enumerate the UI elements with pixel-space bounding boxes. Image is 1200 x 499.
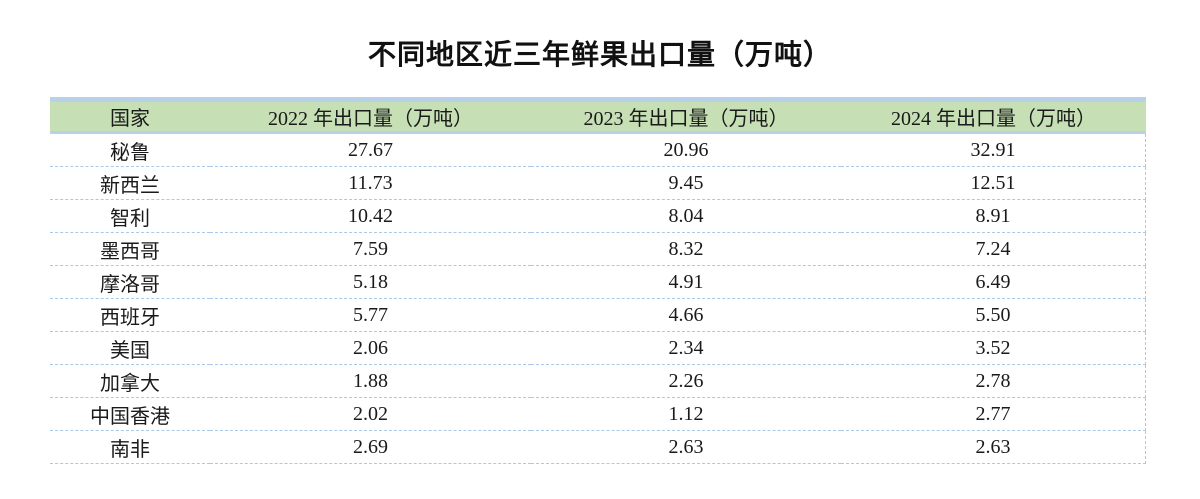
value-cell: 7.24 [841,233,1146,266]
country-cell: 新西兰 [50,167,210,200]
value-cell: 2.34 [531,332,841,365]
value-cell: 8.32 [531,233,841,266]
value-cell: 8.91 [841,200,1146,233]
header-row: 国家 2022 年出口量（万吨） 2023 年出口量（万吨） 2024 年出口量（万吨… [50,97,1146,134]
column-header: 2024 年出口量（万吨） [841,97,1146,134]
country-cell: 美国 [50,332,210,365]
value-cell: 1.88 [210,365,531,398]
table-row: 摩洛哥 5.18 4.91 6.49 [50,266,1146,299]
value-cell: 5.77 [210,299,531,332]
value-cell: 1.12 [531,398,841,431]
table-row: 中国香港 2.02 1.12 2.77 [50,398,1146,431]
column-header: 国家 [50,97,210,134]
value-cell: 2.63 [531,431,841,464]
export-table-container: 国家 2022 年出口量（万吨） 2023 年出口量（万吨） 2024 年出口量（万吨… [50,97,1146,464]
value-cell: 2.02 [210,398,531,431]
value-cell: 2.26 [531,365,841,398]
value-cell: 27.67 [210,134,531,167]
country-cell: 中国香港 [50,398,210,431]
table-row: 加拿大 1.88 2.26 2.78 [50,365,1146,398]
country-cell: 墨西哥 [50,233,210,266]
value-cell: 4.66 [531,299,841,332]
table-row: 西班牙 5.77 4.66 5.50 [50,299,1146,332]
table-row: 美国 2.06 2.34 3.52 [50,332,1146,365]
value-cell: 12.51 [841,167,1146,200]
column-header: 2023 年出口量（万吨） [531,97,841,134]
value-cell: 2.77 [841,398,1146,431]
table-row: 秘鲁 27.67 20.96 32.91 [50,134,1146,167]
table-row: 南非 2.69 2.63 2.63 [50,431,1146,464]
value-cell: 4.91 [531,266,841,299]
page-title: 不同地区近三年鲜果出口量（万吨） [367,40,832,71]
country-cell: 秘鲁 [50,134,210,167]
value-cell: 5.18 [210,266,531,299]
value-cell: 32.91 [841,134,1146,167]
column-header: 2022 年出口量（万吨） [210,97,531,134]
table-row: 新西兰 11.73 9.45 12.51 [50,167,1146,200]
value-cell: 3.52 [841,332,1146,365]
table-header: 国家 2022 年出口量（万吨） 2023 年出口量（万吨） 2024 年出口量（万吨… [50,97,1146,134]
country-cell: 西班牙 [50,299,210,332]
value-cell: 8.04 [531,200,841,233]
value-cell: 9.45 [531,167,841,200]
value-cell: 7.59 [210,233,531,266]
country-cell: 南非 [50,431,210,464]
table-row: 墨西哥 7.59 8.32 7.24 [50,233,1146,266]
value-cell: 20.96 [531,134,841,167]
value-cell: 2.06 [210,332,531,365]
value-cell: 2.63 [841,431,1146,464]
value-cell: 10.42 [210,200,531,233]
country-cell: 加拿大 [50,365,210,398]
value-cell: 2.69 [210,431,531,464]
table-body: 秘鲁 27.67 20.96 32.91 新西兰 11.73 9.45 12.51 智利 10.4… [50,134,1146,464]
export-volume-table: 国家 2022 年出口量（万吨） 2023 年出口量（万吨） 2024 年出口量（万吨… [50,97,1146,464]
table-row: 智利 10.42 8.04 8.91 [50,200,1146,233]
value-cell: 2.78 [841,365,1146,398]
value-cell: 6.49 [841,266,1146,299]
value-cell: 5.50 [841,299,1146,332]
value-cell: 11.73 [210,167,531,200]
country-cell: 智利 [50,200,210,233]
country-cell: 摩洛哥 [50,266,210,299]
